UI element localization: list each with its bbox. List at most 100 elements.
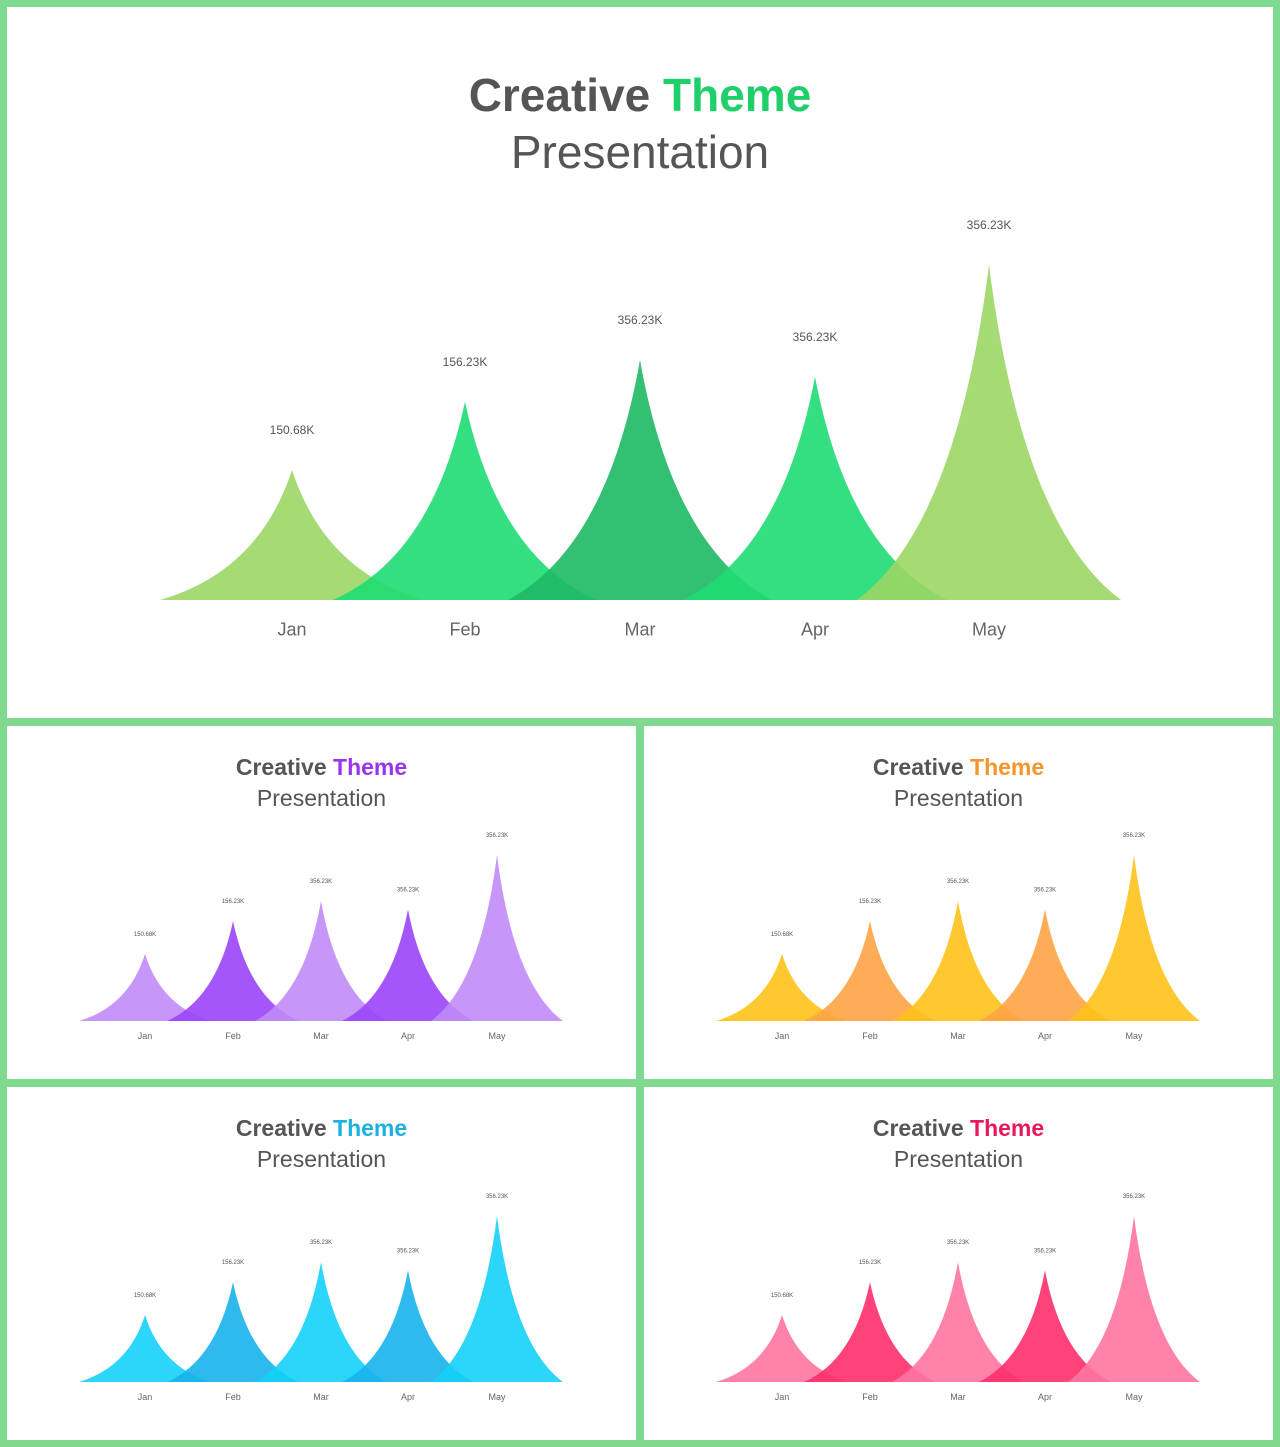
peak-may: [857, 265, 1121, 600]
slide-purple: Creative Theme Presentation 150.68K Jan 15…: [7, 726, 636, 1079]
data-label-mar: 356.23K: [947, 879, 969, 885]
title-heading: Creative Theme: [644, 752, 1273, 782]
peak-apr: [342, 909, 474, 1021]
title-word-creative: Creative: [235, 1115, 327, 1141]
category-label-may: May: [972, 619, 1006, 639]
data-label-jan: 150.68K: [771, 932, 793, 938]
title-word-creative: Creative: [872, 754, 964, 780]
data-label-jan: 150.68K: [771, 1293, 793, 1299]
title-subtitle: Presentation: [893, 1146, 1024, 1172]
slide-orange: Creative Theme Presentation 150.68K Jan 15…: [644, 726, 1273, 1079]
slide-title: Creative Theme Presentation: [7, 67, 1273, 181]
data-label-jan: 150.68K: [134, 932, 156, 938]
peak-jan: [160, 470, 424, 600]
title-word-theme: Theme: [663, 69, 812, 121]
data-label-mar: 356.23K: [618, 313, 663, 327]
category-label-may: May: [488, 1392, 506, 1402]
title-word-theme: Theme: [970, 754, 1045, 780]
category-label-jan: Jan: [138, 1031, 153, 1041]
category-label-may: May: [1125, 1392, 1143, 1402]
peak-mar: [508, 360, 772, 600]
slide-pink: Creative Theme Presentation 150.68K Jan 15…: [644, 1087, 1273, 1440]
slide-title: Creative Theme Presentation: [7, 752, 636, 814]
peak-may: [1068, 1216, 1200, 1382]
peak-may: [431, 855, 563, 1021]
category-label-may: May: [1125, 1031, 1143, 1041]
peak-chart: 150.68K Jan 156.23K Feb 356.23K Mar 356.23K Apr…: [79, 833, 563, 1041]
peak-mar: [255, 901, 387, 1021]
peak-feb: [804, 1282, 936, 1382]
slide-title: Creative Theme Presentation: [7, 1113, 636, 1175]
peak-jan: [716, 954, 848, 1021]
category-label-jan: Jan: [138, 1392, 153, 1402]
category-label-apr: Apr: [1038, 1031, 1052, 1041]
peak-chart: 150.68K Jan 156.23K Feb 356.23K Mar 356.23K Apr…: [716, 1194, 1200, 1402]
category-label-mar: Mar: [313, 1392, 329, 1402]
title-heading: Creative Theme: [7, 1113, 636, 1143]
peak-feb: [167, 921, 299, 1021]
title-heading: Creative Theme: [7, 67, 1273, 123]
category-label-jan: Jan: [775, 1392, 790, 1402]
peak-feb: [804, 921, 936, 1021]
category-label-feb: Feb: [225, 1031, 241, 1041]
category-label-mar: Mar: [313, 1031, 329, 1041]
title-heading: Creative Theme: [7, 752, 636, 782]
data-label-jan: 150.68K: [270, 423, 315, 437]
data-label-mar: 356.23K: [310, 1240, 332, 1246]
data-label-feb: 156.23K: [222, 1260, 244, 1266]
peak-chart: 150.68K Jan 156.23K Feb 356.23K Mar 356.23K Apr…: [716, 833, 1200, 1041]
title-subtitle: Presentation: [256, 1146, 387, 1172]
peak-mar: [892, 1262, 1024, 1382]
category-label-apr: Apr: [801, 619, 829, 639]
peak-jan: [716, 1315, 848, 1382]
title-subtitle: Presentation: [510, 126, 770, 178]
slide-title: Creative Theme Presentation: [644, 752, 1273, 814]
data-label-feb: 156.23K: [859, 1260, 881, 1266]
category-label-mar: Mar: [950, 1031, 966, 1041]
category-label-apr: Apr: [401, 1392, 415, 1402]
title-subtitle: Presentation: [893, 785, 1024, 811]
data-label-may: 356.23K: [1123, 1194, 1145, 1200]
data-label-feb: 156.23K: [443, 355, 488, 369]
data-label-feb: 156.23K: [222, 899, 244, 905]
peak-chart: 150.68K Jan 156.23K Feb 356.23K Mar 356.23K Apr…: [160, 218, 1121, 639]
data-label-feb: 156.23K: [859, 899, 881, 905]
peak-feb: [167, 1282, 299, 1382]
slide-blue: Creative Theme Presentation 150.68K Jan 15…: [7, 1087, 636, 1440]
data-label-may: 356.23K: [1123, 833, 1145, 839]
category-label-feb: Feb: [225, 1392, 241, 1402]
title-word-creative: Creative: [872, 1115, 964, 1141]
peak-chart: 150.68K Jan 156.23K Feb 356.23K Mar 356.23K Apr…: [79, 1194, 563, 1402]
title-word-theme: Theme: [333, 754, 408, 780]
title-subtitle: Presentation: [256, 785, 387, 811]
data-label-jan: 150.68K: [134, 1293, 156, 1299]
data-label-apr: 356.23K: [1034, 1248, 1056, 1254]
peak-apr: [683, 376, 947, 600]
peak-apr: [342, 1270, 474, 1382]
data-label-apr: 356.23K: [397, 887, 419, 893]
peak-mar: [255, 1262, 387, 1382]
peak-may: [431, 1216, 563, 1382]
data-label-apr: 356.23K: [397, 1248, 419, 1254]
title-heading: Creative Theme: [644, 1113, 1273, 1143]
category-label-apr: Apr: [401, 1031, 415, 1041]
title-word-theme: Theme: [970, 1115, 1045, 1141]
slide-title: Creative Theme Presentation: [644, 1113, 1273, 1175]
data-label-may: 356.23K: [486, 833, 508, 839]
category-label-mar: Mar: [950, 1392, 966, 1402]
category-label-feb: Feb: [449, 619, 480, 639]
title-word-theme: Theme: [333, 1115, 408, 1141]
peak-mar: [892, 901, 1024, 1021]
category-label-mar: Mar: [625, 619, 656, 639]
data-label-mar: 356.23K: [310, 879, 332, 885]
peak-jan: [79, 1315, 211, 1382]
slide-main: Creative Theme Presentation 150.68K Jan 15…: [7, 7, 1273, 718]
category-label-feb: Feb: [862, 1392, 878, 1402]
peak-apr: [979, 1270, 1111, 1382]
category-label-jan: Jan: [277, 619, 306, 639]
category-label-apr: Apr: [1038, 1392, 1052, 1402]
peak-feb: [333, 401, 597, 600]
title-word-creative: Creative: [235, 754, 327, 780]
category-label-feb: Feb: [862, 1031, 878, 1041]
peak-jan: [79, 954, 211, 1021]
